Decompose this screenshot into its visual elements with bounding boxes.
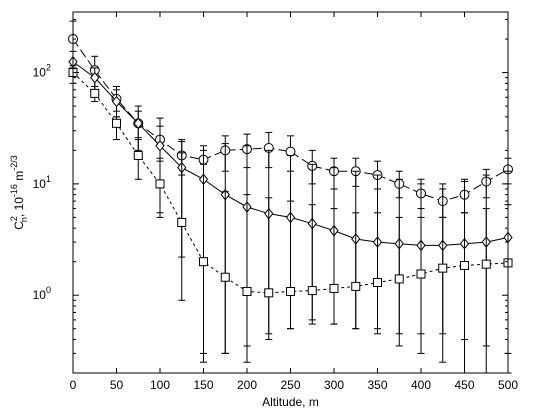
data-point [329, 283, 339, 293]
y-title-unit-exp: -2/3 [9, 155, 19, 171]
y-title-unit: m [12, 171, 26, 184]
x-tick-label: 350 [367, 378, 387, 392]
data-point [155, 179, 165, 189]
data-point [242, 286, 252, 296]
data-point [286, 286, 295, 296]
y-axis-title: C2n, 10-16 m-2/3 [9, 155, 29, 230]
data-point [90, 88, 100, 98]
data-point [111, 95, 122, 108]
series-line [72, 72, 509, 294]
x-tick-label: 400 [411, 378, 431, 392]
data-point [285, 146, 296, 157]
x-axis-title: Altitude, m [262, 395, 319, 409]
y-title-base: C [12, 221, 26, 230]
data-point [438, 263, 448, 273]
y-axis: 100 101 102 [33, 18, 508, 374]
y-title-rest: , 10 [12, 197, 26, 217]
x-tick-label: 100 [150, 378, 170, 392]
data-point [481, 259, 491, 269]
y-tick-label: 102 [33, 63, 51, 80]
x-tick-label: 300 [324, 378, 344, 392]
data-point [112, 118, 121, 128]
data-point [133, 117, 143, 130]
x-axis: 0 50 100 150 200 250 300 350 400 450 500 [70, 12, 518, 392]
data-point [155, 139, 165, 152]
x-tick-label: 50 [110, 378, 124, 392]
data-point [394, 274, 404, 284]
data-point [307, 286, 317, 296]
data-point [460, 260, 469, 270]
data-point [351, 281, 361, 291]
y-title-sub: n [19, 217, 29, 222]
data-point [90, 71, 100, 84]
data-point [220, 272, 230, 282]
data-point [177, 217, 187, 227]
data-point [373, 278, 382, 288]
data-point [416, 269, 426, 279]
y-tick-label: 101 [33, 174, 51, 191]
x-tick-label: 500 [498, 378, 518, 392]
y-title-exp: -16 [9, 184, 19, 197]
x-tick-label: 150 [193, 378, 213, 392]
y-tick-label: 100 [33, 285, 51, 302]
x-tick-label: 250 [280, 378, 300, 392]
x-tick-label: 450 [454, 378, 474, 392]
data-point [264, 288, 274, 298]
data-point [133, 150, 143, 160]
x-tick-label: 200 [237, 378, 257, 392]
y-title-sup: 2 [9, 216, 19, 221]
x-tick-label: 0 [70, 378, 77, 392]
data-point [199, 257, 208, 267]
